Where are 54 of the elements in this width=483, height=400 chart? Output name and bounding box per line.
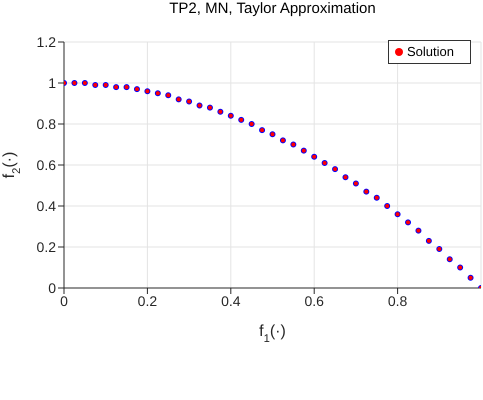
legend-label: Solution <box>407 44 454 59</box>
y-tick-label: 0.8 <box>36 116 56 132</box>
point <box>248 121 255 127</box>
y-tick-label: 0.6 <box>36 156 56 173</box>
point <box>384 203 390 209</box>
point <box>290 142 296 148</box>
point <box>468 274 474 281</box>
y-tick-label: 1.2 <box>36 34 56 50</box>
point <box>394 211 401 218</box>
point <box>124 84 130 90</box>
point <box>134 86 140 92</box>
y-tick-label: 0 <box>48 280 56 296</box>
point <box>206 104 213 111</box>
point <box>280 137 286 144</box>
y-tick-label: 0.4 <box>36 198 56 214</box>
point <box>363 188 370 195</box>
point <box>176 96 182 102</box>
point <box>186 98 192 104</box>
x-tick-label: 0.6 <box>304 292 324 309</box>
x-axis-title: f$_{1}$(·) <box>259 323 286 345</box>
point <box>228 112 234 119</box>
y-tick-label: 0.2 <box>36 238 56 255</box>
point <box>217 108 224 115</box>
x-tick-label: 0.8 <box>388 292 408 309</box>
x-tick-label: 0.2 <box>138 292 158 309</box>
point <box>102 82 109 88</box>
point <box>446 256 453 262</box>
point <box>415 228 422 234</box>
point <box>405 219 412 226</box>
x-tick-label: 0.4 <box>221 292 241 309</box>
point <box>352 180 359 186</box>
point <box>82 80 88 86</box>
point <box>238 116 244 123</box>
x-tick-label: 0 <box>60 292 68 309</box>
y-tick-label: 1 <box>48 74 56 91</box>
point <box>154 90 161 96</box>
point <box>342 174 348 180</box>
point <box>332 166 338 172</box>
point <box>71 80 78 86</box>
point <box>436 246 442 252</box>
point <box>311 154 318 160</box>
point <box>165 92 172 98</box>
point <box>113 84 120 90</box>
point <box>426 238 432 244</box>
point <box>259 127 266 134</box>
point <box>457 264 464 270</box>
point <box>196 102 203 109</box>
chart-title: TP2, MN, Taylor Approximation <box>169 0 376 17</box>
point <box>300 148 307 154</box>
point <box>322 160 328 166</box>
point <box>144 88 150 94</box>
point <box>92 82 98 88</box>
point <box>374 194 380 201</box>
point <box>270 131 276 138</box>
